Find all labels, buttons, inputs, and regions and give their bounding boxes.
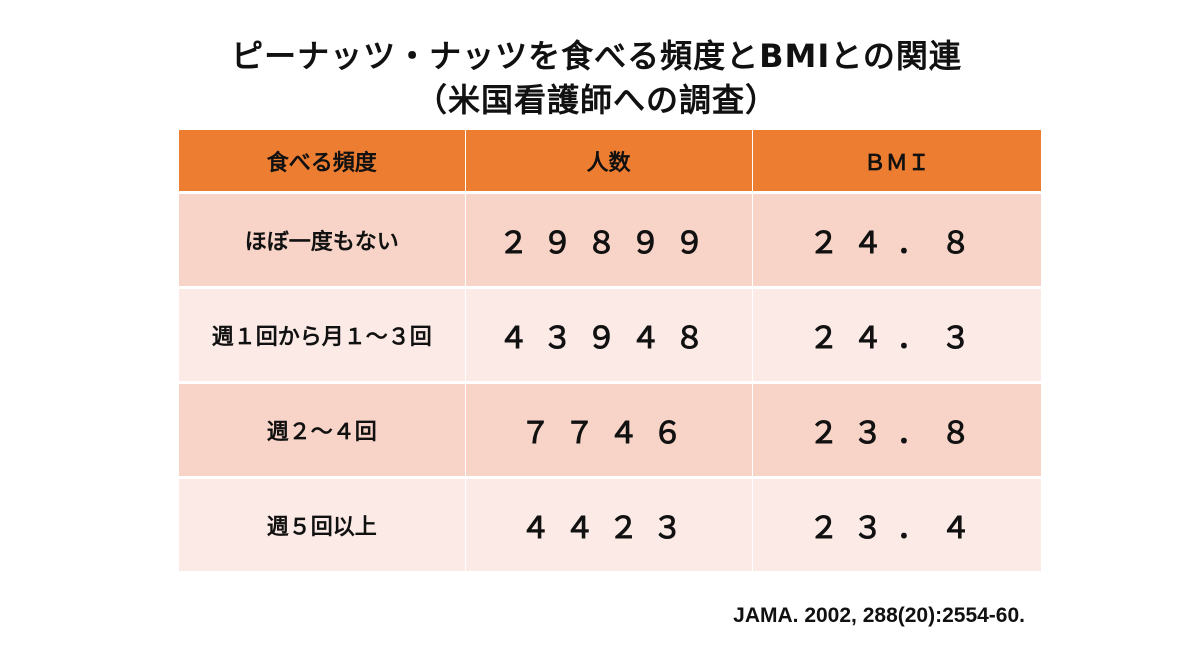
bmi-frequency-table: 食べる頻度 人数 ＢＭＩ ほぼ一度もない ２９８９９ ２４．８ 週１回から月１～… — [179, 130, 1041, 571]
table-row: 週１回から月１～３回 ４３９４８ ２４．３ — [179, 287, 1041, 384]
table-row: ほぼ一度もない ２９８９９ ２４．８ — [179, 192, 1041, 289]
count-cell: ４３９４８ — [465, 287, 753, 384]
header-frequency: 食べる頻度 — [179, 130, 466, 194]
frequency-cell: ほぼ一度もない — [179, 192, 466, 289]
frequency-cell: 週５回以上 — [179, 477, 466, 571]
bmi-cell: ２３．８ — [752, 382, 1041, 479]
citation: JAMA. 2002, 288(20):2554-60. — [733, 604, 1025, 627]
count-cell: ４４２３ — [465, 477, 753, 571]
count-cell: ７７４６ — [465, 382, 753, 479]
bmi-cell: ２４．３ — [752, 287, 1041, 384]
bmi-cell: ２３．４ — [752, 477, 1041, 571]
count-cell: ２９８９９ — [465, 192, 753, 289]
table-header-row: 食べる頻度 人数 ＢＭＩ — [179, 130, 1041, 194]
header-bmi: ＢＭＩ — [752, 130, 1041, 194]
table-row: 週２～４回 ７７４６ ２３．８ — [179, 382, 1041, 479]
page-subtitle: （米国看護師への調査） — [414, 81, 778, 119]
header-count: 人数 — [465, 130, 753, 194]
frequency-cell: 週２～４回 — [179, 382, 466, 479]
frequency-cell: 週１回から月１～３回 — [179, 287, 466, 384]
bmi-cell: ２４．８ — [752, 192, 1041, 289]
page-title: ピーナッツ・ナッツを食べる頻度とBMIとの関連 — [231, 37, 962, 75]
table-row: 週５回以上 ４４２３ ２３．４ — [179, 477, 1041, 571]
